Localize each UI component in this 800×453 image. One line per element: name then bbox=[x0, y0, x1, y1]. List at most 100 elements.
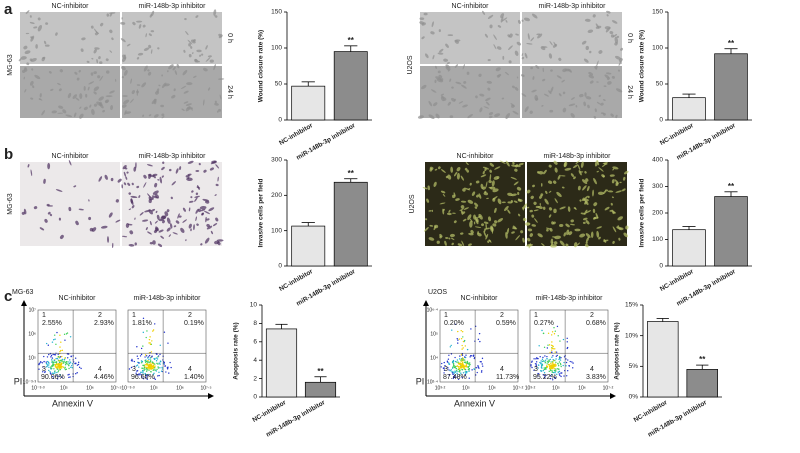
event bbox=[549, 369, 552, 371]
cell bbox=[486, 80, 493, 84]
event bbox=[469, 362, 471, 364]
event bbox=[51, 341, 54, 343]
cell bbox=[166, 217, 171, 224]
event bbox=[463, 366, 465, 368]
quadrant-percent: 1.81% bbox=[132, 320, 152, 327]
cell bbox=[33, 206, 38, 210]
cell bbox=[508, 60, 512, 64]
cell bbox=[122, 165, 127, 170]
cell bbox=[597, 191, 604, 196]
cell bbox=[507, 201, 513, 204]
cell bbox=[483, 106, 490, 109]
cell bbox=[483, 227, 491, 230]
event bbox=[70, 355, 72, 357]
x-tick-label: 10⁵ bbox=[552, 385, 560, 391]
event bbox=[481, 357, 484, 360]
event bbox=[460, 372, 462, 374]
event bbox=[71, 367, 73, 369]
event bbox=[541, 329, 543, 332]
cell bbox=[123, 69, 128, 76]
event bbox=[531, 366, 533, 369]
cell bbox=[531, 214, 535, 218]
cell bbox=[456, 172, 460, 180]
event bbox=[69, 359, 71, 361]
event bbox=[147, 356, 150, 358]
cell bbox=[30, 169, 33, 177]
event bbox=[540, 366, 543, 369]
event bbox=[145, 376, 147, 379]
cell bbox=[595, 25, 602, 29]
y-tick-label: 8 bbox=[253, 320, 257, 327]
event bbox=[145, 370, 148, 372]
cell bbox=[121, 184, 123, 189]
event bbox=[453, 372, 455, 374]
cell bbox=[462, 104, 468, 108]
event bbox=[559, 359, 562, 361]
event bbox=[554, 330, 556, 332]
quadrant-percent: 96.60% bbox=[131, 374, 155, 381]
event bbox=[454, 360, 457, 363]
event bbox=[477, 338, 480, 341]
cell bbox=[102, 109, 105, 113]
event bbox=[149, 343, 152, 346]
event bbox=[481, 363, 483, 365]
y-tick-label: 15% bbox=[625, 302, 638, 309]
cell bbox=[58, 105, 64, 109]
event bbox=[164, 365, 166, 367]
y-tick-label: 50 bbox=[656, 81, 664, 88]
y-axis-label: Wound closure rate (%) bbox=[639, 30, 646, 102]
cell bbox=[105, 58, 109, 62]
cell bbox=[601, 174, 605, 178]
cell bbox=[93, 91, 97, 95]
event bbox=[75, 373, 77, 375]
cell bbox=[161, 113, 165, 117]
cell bbox=[105, 95, 113, 98]
y-tick-label: 0 bbox=[659, 263, 663, 270]
event bbox=[141, 360, 144, 363]
event bbox=[542, 374, 544, 376]
cell bbox=[461, 240, 465, 247]
cell bbox=[530, 66, 534, 70]
y-tick-label: 0 bbox=[278, 263, 282, 270]
cell bbox=[492, 223, 497, 227]
event bbox=[46, 365, 49, 367]
cell bbox=[446, 212, 452, 216]
event bbox=[53, 368, 55, 370]
event bbox=[454, 356, 456, 359]
y-tick-label: 50 bbox=[275, 81, 283, 88]
event bbox=[64, 357, 66, 359]
cell bbox=[86, 60, 90, 63]
event bbox=[548, 367, 551, 370]
event bbox=[450, 344, 452, 347]
cell bbox=[23, 76, 25, 80]
cell bbox=[196, 49, 202, 53]
event bbox=[460, 359, 462, 361]
column-label: miR-148b-3p inhibitor bbox=[544, 153, 612, 160]
event bbox=[470, 328, 472, 330]
event bbox=[151, 367, 153, 370]
cell bbox=[121, 76, 125, 79]
cell bbox=[570, 219, 575, 223]
event bbox=[462, 360, 464, 362]
event bbox=[142, 371, 144, 373]
cell bbox=[485, 223, 487, 230]
cell bbox=[437, 52, 444, 55]
cell bbox=[594, 160, 599, 167]
cell bbox=[74, 71, 78, 75]
cell bbox=[159, 176, 163, 184]
event bbox=[60, 363, 63, 365]
cell bbox=[489, 24, 493, 29]
cell bbox=[91, 57, 94, 60]
cell bbox=[478, 193, 482, 199]
event bbox=[544, 368, 546, 371]
event bbox=[553, 366, 555, 368]
event bbox=[152, 330, 154, 332]
cell bbox=[532, 76, 535, 80]
cell bbox=[89, 104, 92, 108]
cell bbox=[50, 88, 54, 91]
event bbox=[142, 345, 144, 347]
bar bbox=[686, 369, 719, 398]
cell bbox=[142, 24, 146, 28]
cell bbox=[573, 176, 576, 180]
x-tick-label: 10⁷·² bbox=[603, 385, 614, 391]
